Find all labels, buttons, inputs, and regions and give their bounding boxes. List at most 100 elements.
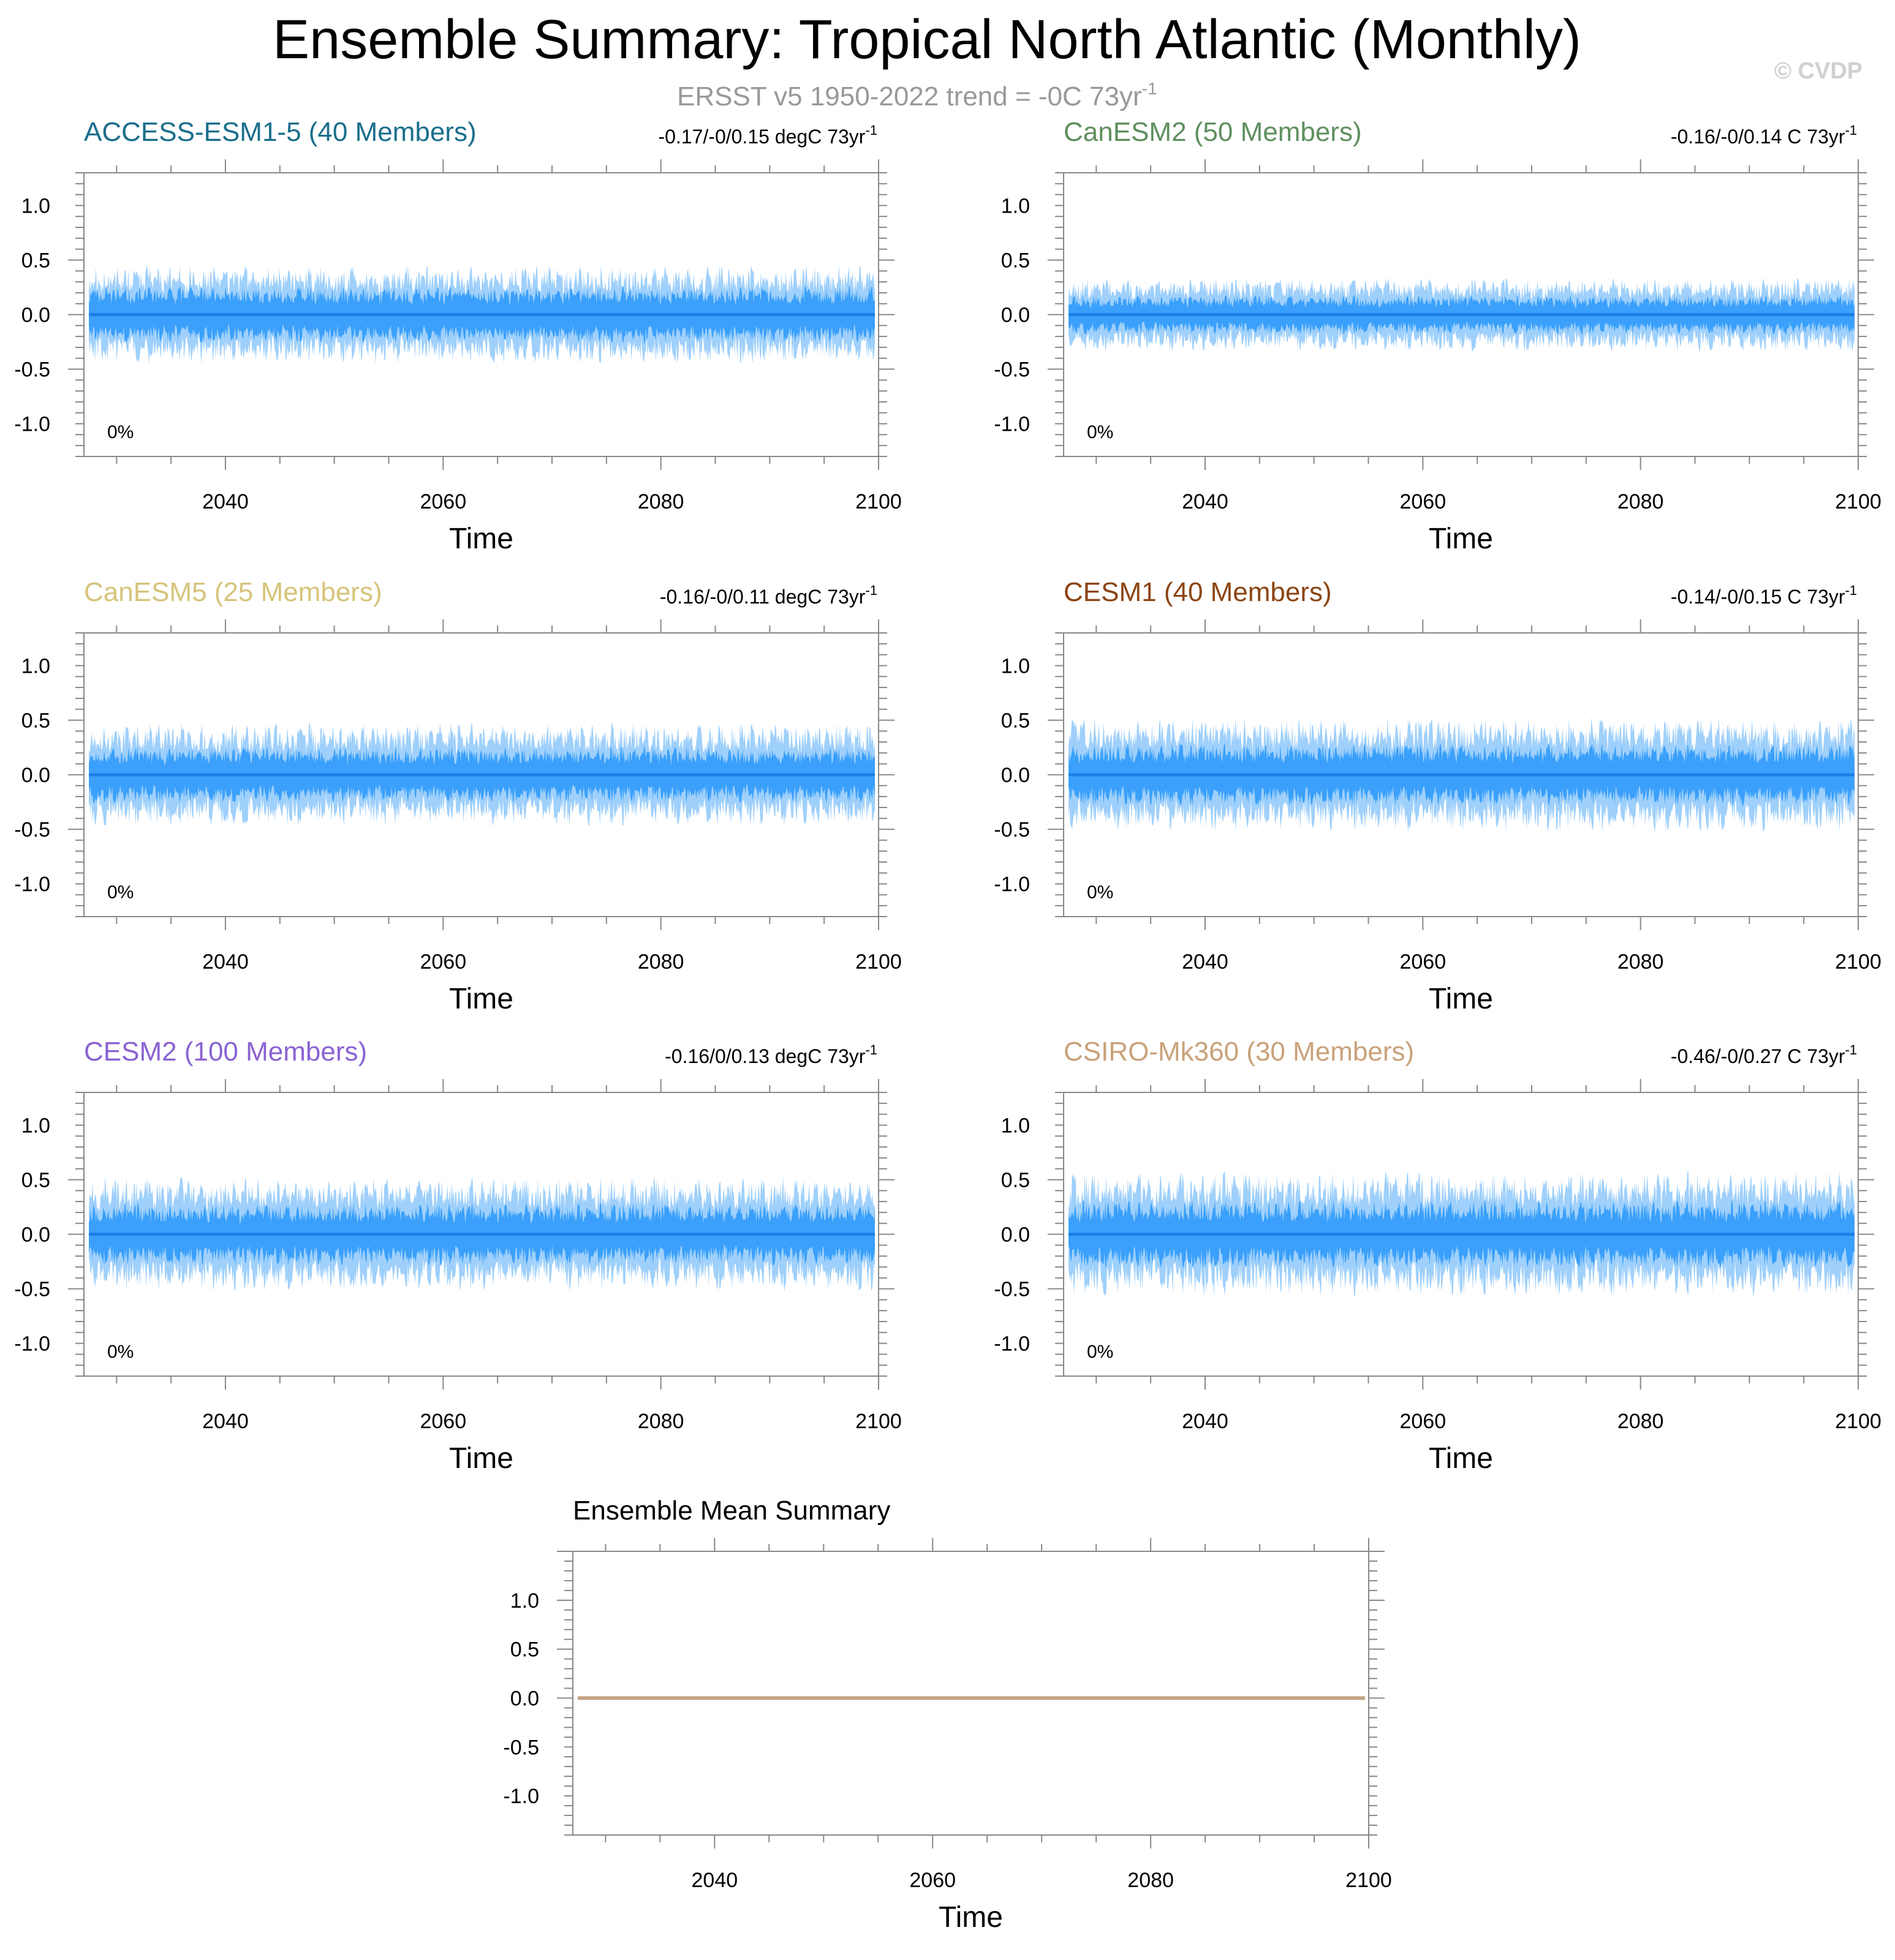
- x-tick-label: 2040: [202, 1410, 249, 1433]
- y-tick-label: 1.0: [21, 1114, 50, 1137]
- x-tick-label: 2040: [1182, 1410, 1228, 1433]
- x-tick-label: 2060: [420, 1410, 466, 1433]
- chart-panel-7: Ensemble Mean Summary 1.0 0.5 0.0 -0.5 -1.0 20…: [503, 1496, 1391, 1934]
- x-tick-label: 2040: [1182, 490, 1228, 513]
- chart-panel-2: CanESM2 (50 Members) -0.16/-0/0.14 C 73yr…: [994, 117, 1881, 555]
- y-tick-label: -0.5: [994, 1278, 1030, 1301]
- chart-panel-3: CanESM5 (25 Members) -0.16/-0/0.11 degC 7…: [14, 577, 901, 1015]
- y-tick-label: 1.0: [21, 194, 50, 218]
- percent-label: 0%: [107, 882, 134, 902]
- y-tick-label: 1.0: [1001, 1114, 1030, 1137]
- y-tick-label: 1.0: [1001, 654, 1030, 678]
- figure-subtitle: ERSST v5 1950-2022 trend = -0C 73yr-1: [677, 79, 1157, 112]
- percent-label: 0%: [107, 422, 134, 442]
- x-tick-label: 2060: [420, 490, 466, 513]
- x-tick-label: 2100: [1835, 1410, 1882, 1433]
- panel-trend-text: -0.46/-0/0.27 C 73yr-1: [1671, 1042, 1857, 1067]
- y-tick-label: -0.5: [14, 1278, 50, 1301]
- x-axis-label: Time: [1429, 983, 1493, 1015]
- panel-trend-text: -0.17/-0/0.15 degC 73yr-1: [658, 123, 877, 148]
- axis-ticks: [68, 159, 895, 470]
- watermark: © CVDP: [1774, 58, 1863, 84]
- y-tick-label: -0.5: [994, 358, 1030, 382]
- trend-sup: -1: [865, 1042, 877, 1058]
- y-tick-label: -0.5: [503, 1736, 539, 1759]
- trend-sup: -1: [1845, 1042, 1857, 1058]
- y-tick-label: 1.0: [1001, 194, 1030, 218]
- y-tick-label: -1.0: [503, 1785, 539, 1808]
- panel-trend-text: -0.16/-0/0.14 C 73yr-1: [1671, 123, 1857, 148]
- x-axis-label: Time: [1429, 523, 1493, 555]
- panel-trend-text: -0.14/-0/0.15 C 73yr-1: [1671, 583, 1857, 608]
- y-tick-label: -0.5: [14, 358, 50, 382]
- x-tick-label: 2100: [1835, 490, 1882, 513]
- percent-label: 0%: [1087, 882, 1113, 902]
- y-tick-label: -1.0: [994, 1333, 1030, 1356]
- axis-ticks: [68, 619, 895, 930]
- axis-ticks: [1048, 159, 1874, 470]
- trend-sup: -1: [1845, 123, 1857, 138]
- y-tick-label: 0.5: [21, 709, 50, 732]
- trend-sup: -1: [1845, 583, 1857, 598]
- percent-label: 0%: [1087, 1342, 1113, 1362]
- trend-value: -0.16/-0/0.11 degC 73yr: [660, 586, 866, 608]
- x-axis-label: Time: [449, 983, 513, 1015]
- x-tick-label: 2100: [1345, 1869, 1392, 1892]
- y-tick-label: 0.5: [21, 249, 50, 272]
- x-axis-label: Time: [939, 1901, 1003, 1934]
- y-tick-label: 0.0: [21, 304, 50, 327]
- axis-ticks: [557, 1538, 1385, 1848]
- y-tick-label: -1.0: [994, 413, 1030, 436]
- trend-sup: -1: [865, 123, 877, 138]
- panel-title: CESM1 (40 Members): [1064, 577, 1332, 607]
- figure-subtitle-main: ERSST v5 1950-2022 trend = -0C 73yr: [677, 81, 1142, 112]
- x-tick-label: 2100: [855, 950, 902, 974]
- panel-title: CanESM5 (25 Members): [84, 577, 382, 607]
- y-tick-label: 0.5: [1001, 709, 1030, 732]
- axis-ticks: [1048, 1079, 1874, 1390]
- x-tick-label: 2040: [692, 1869, 738, 1892]
- percent-label: 0%: [107, 1342, 134, 1362]
- y-tick-label: -0.5: [994, 819, 1030, 842]
- y-tick-label: 1.0: [510, 1589, 539, 1613]
- x-tick-label: 2080: [1617, 1410, 1664, 1433]
- y-tick-label: 0.0: [1001, 764, 1030, 787]
- y-tick-label: -1.0: [14, 873, 50, 896]
- y-tick-label: 0.5: [510, 1638, 539, 1662]
- x-tick-label: 2100: [855, 490, 902, 513]
- y-tick-label: 0.0: [21, 764, 50, 787]
- panel-title: CSIRO-Mk360 (30 Members): [1064, 1037, 1414, 1067]
- y-tick-label: 0.5: [1001, 1168, 1030, 1192]
- x-tick-label: 2080: [638, 490, 684, 513]
- panel-title: ACCESS-ESM1-5 (40 Members): [84, 117, 477, 147]
- y-tick-label: -1.0: [994, 873, 1030, 896]
- x-tick-label: 2040: [202, 490, 249, 513]
- x-tick-label: 2040: [1182, 950, 1228, 974]
- x-tick-label: 2080: [1617, 490, 1664, 513]
- plot-frame: [572, 1551, 1369, 1836]
- panel-trend-text: -0.16/-0/0.11 degC 73yr-1: [660, 583, 877, 608]
- x-tick-label: 2080: [638, 1410, 684, 1433]
- trend-sup: -1: [865, 583, 877, 598]
- trend-value: -0.14/-0/0.15 C 73yr: [1671, 586, 1845, 608]
- axis-ticks: [1048, 619, 1874, 930]
- trend-value: -0.16/0/0.13 degC 73yr: [665, 1045, 866, 1067]
- y-tick-label: -0.5: [14, 819, 50, 842]
- y-tick-label: 1.0: [21, 654, 50, 678]
- trend-value: -0.46/-0/0.27 C 73yr: [1671, 1045, 1845, 1067]
- x-tick-label: 2080: [1127, 1869, 1174, 1892]
- x-tick-label: 2060: [1399, 490, 1446, 513]
- x-tick-label: 2060: [909, 1869, 956, 1892]
- percent-label: 0%: [1087, 422, 1113, 442]
- panel-title: CESM2 (100 Members): [84, 1037, 367, 1067]
- axis-ticks: [68, 1079, 895, 1390]
- chart-panel-1: ACCESS-ESM1-5 (40 Members) -0.17/-0/0.15 …: [14, 117, 901, 555]
- y-tick-label: 0.0: [21, 1224, 50, 1247]
- x-tick-label: 2080: [1617, 950, 1664, 974]
- trend-value: -0.17/-0/0.15 degC 73yr: [658, 126, 865, 148]
- x-tick-label: 2040: [202, 950, 249, 974]
- x-tick-label: 2100: [855, 1410, 902, 1433]
- y-tick-label: 0.5: [1001, 249, 1030, 272]
